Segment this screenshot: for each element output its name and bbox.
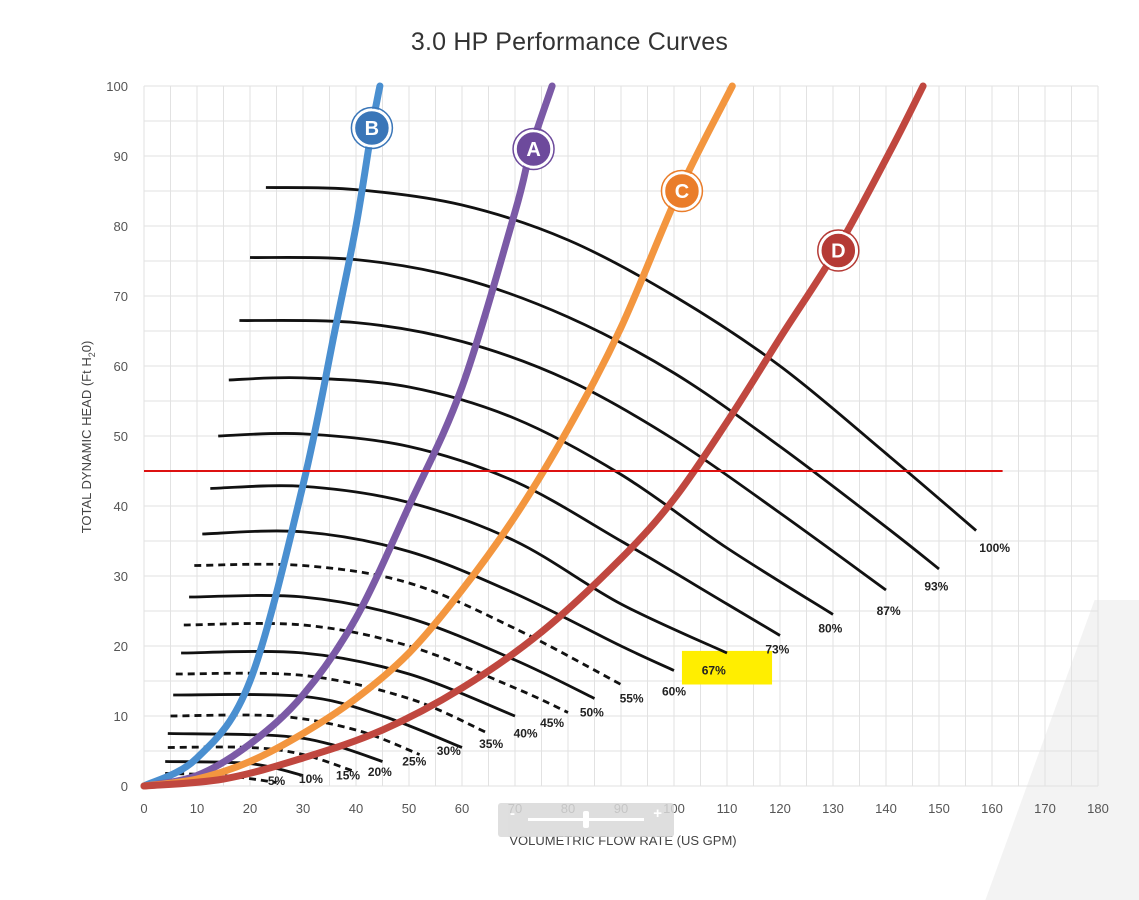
speed-label: 20% — [368, 765, 392, 779]
speed-curve-40pct — [181, 650, 516, 718]
x-tick-label: 150 — [928, 801, 950, 816]
speed-label: 15% — [336, 769, 360, 783]
curve-badge-C: C — [660, 169, 704, 213]
speed-label: 45% — [540, 716, 564, 730]
speed-curve-100pct — [265, 186, 978, 532]
speed-label: 10% — [299, 772, 323, 786]
badge-ring — [350, 106, 394, 150]
y-tick-label: 60 — [114, 359, 128, 374]
speed-label: 30% — [437, 744, 461, 758]
x-tick-label: 160 — [981, 801, 1003, 816]
speed-curves — [165, 186, 978, 784]
x-tick-label: 20 — [243, 801, 257, 816]
zoom-slider-thumb[interactable] — [583, 811, 589, 828]
speed-label: 87% — [877, 604, 901, 618]
y-tick-label: 70 — [114, 289, 128, 304]
x-tick-label: 130 — [822, 801, 844, 816]
badge-circle — [819, 231, 858, 270]
speed-label: 67% — [702, 664, 726, 678]
badge-ring — [817, 229, 860, 272]
y-tick-label: 30 — [114, 569, 128, 584]
speed-curve-55pct — [194, 562, 622, 686]
badge-ring — [660, 169, 704, 213]
zoom-control[interactable]: - + — [498, 803, 674, 837]
y-tick-label: 40 — [114, 499, 128, 514]
speed-curve-30pct — [173, 693, 463, 749]
speed-curve-67pct — [210, 484, 728, 655]
x-tick-label: 10 — [190, 801, 204, 816]
x-tick-label: 40 — [349, 801, 363, 816]
highlight-box — [681, 650, 773, 685]
y-tick-label: 50 — [114, 429, 128, 444]
x-tick-label: 50 — [402, 801, 416, 816]
speed-curve-60pct — [202, 529, 675, 672]
x-tick-label: 120 — [769, 801, 791, 816]
y-tick-label: 100 — [106, 79, 128, 94]
curve-badge-A: A — [512, 127, 555, 171]
y-tick-labels: 0 10 20 30 40 50 60 70 80 90 100 — [106, 79, 128, 794]
y-tick-label: 90 — [114, 149, 128, 164]
y-tick-label: 80 — [114, 219, 128, 234]
system-curve-B — [140, 82, 384, 790]
badge-label: C — [675, 181, 689, 203]
zoom-out-button[interactable]: - — [510, 805, 515, 822]
chart-title: 3.0 HP Performance Curves — [410, 28, 729, 56]
speed-label: 50% — [580, 706, 604, 720]
curve-badge-D: D — [817, 229, 860, 272]
system-curve-A — [140, 82, 556, 790]
curve-badge-B: B — [350, 106, 394, 150]
speed-label: 100% — [979, 541, 1010, 555]
speed-curve-87pct — [239, 318, 887, 592]
system-curve-C — [140, 82, 736, 790]
highlight-layer — [681, 650, 773, 685]
speed-label: 25% — [402, 755, 426, 769]
speed-label: 5% — [268, 774, 286, 788]
speed-curve-35pct — [175, 671, 490, 735]
curve-badges: B A C D — [350, 106, 860, 272]
badge-ring — [512, 127, 555, 171]
speed-curve-80pct — [228, 376, 834, 616]
x-tick-label: 30 — [296, 801, 310, 816]
badge-circle — [352, 108, 392, 148]
speed-label: 73% — [765, 643, 789, 657]
speed-label: 80% — [818, 622, 842, 636]
y-tick-label: 20 — [114, 639, 128, 654]
speed-curve-50pct — [189, 594, 596, 700]
x-tick-label: 0 — [140, 801, 147, 816]
badge-circle — [662, 171, 702, 211]
zoom-in-button[interactable]: + — [653, 805, 662, 822]
badge-label: B — [365, 118, 379, 140]
badge-label: D — [831, 241, 845, 263]
speed-labels: 100% 93% 87% 80% 73% 67% 60% 55% 50% 45%40% 35% 30%… — [268, 541, 1010, 788]
x-tick-label: 170 — [1034, 801, 1056, 816]
speed-curve-73pct — [218, 431, 781, 637]
badge-label: A — [526, 139, 540, 161]
speed-label: 35% — [479, 737, 503, 751]
y-tick-label: 10 — [114, 709, 128, 724]
speed-label: 40% — [514, 727, 538, 741]
x-tick-label: 180 — [1087, 801, 1109, 816]
x-tick-label: 110 — [717, 801, 738, 816]
grid-lines — [143, 85, 1099, 787]
speed-label: 93% — [924, 580, 948, 594]
speed-curve-93pct — [249, 255, 940, 571]
x-tick-label: 60 — [455, 801, 469, 816]
x-tick-label: 140 — [875, 801, 897, 816]
badge-circle — [514, 129, 553, 169]
y-tick-label: 0 — [121, 779, 128, 794]
speed-label: 55% — [620, 692, 644, 706]
speed-curve-45pct — [183, 622, 569, 714]
speed-label: 60% — [662, 685, 686, 699]
speed-curve-25pct — [170, 713, 421, 756]
